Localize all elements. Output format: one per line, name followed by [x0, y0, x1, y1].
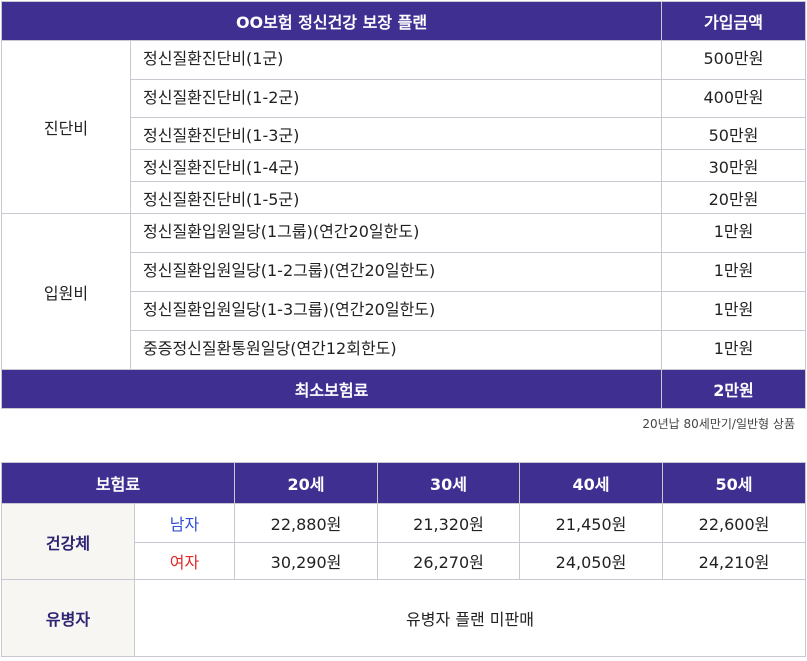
coverage-item: 정신질환진단비(1-2군): [130, 79, 662, 118]
sick-plan-not-sold: 유병자 플랜 미판매: [133, 579, 807, 657]
coverage-amount: 1만원: [661, 252, 806, 292]
female-premium: 24,210원: [662, 542, 807, 580]
coverage-item: 정신질환진단비(1-4군): [130, 149, 662, 182]
coverage-amount: 30만원: [661, 149, 806, 182]
coverage-item: 정신질환진단비(1-3군): [130, 117, 662, 150]
age-header: 30세: [377, 462, 521, 504]
coverage-item: 정신질환입원일당(1-3그룹)(연간20일한도): [130, 291, 662, 331]
coverage-amount: 1만원: [661, 291, 806, 331]
category-diagnosis: 진단비: [1, 40, 131, 214]
coverage-amount: 20만원: [661, 181, 806, 214]
premium-header-label: 보험료: [0, 462, 236, 504]
coverage-amount: 500만원: [661, 40, 806, 80]
coverage-item: 정신질환진단비(1군): [130, 40, 662, 80]
female-label: 여자: [133, 542, 236, 580]
healthy-label: 건강체: [1, 503, 135, 580]
coverage-amount: 1만원: [661, 330, 806, 370]
coverage-item: 정신질환입원일당(1-2그룹)(연간20일한도): [130, 252, 662, 292]
coverage-item: 정신질환입원일당(1그룹)(연간20일한도): [130, 213, 662, 253]
coverage-amount: 1만원: [661, 213, 806, 253]
sick-label: 유병자: [1, 579, 135, 657]
female-premium: 30,290원: [234, 542, 379, 580]
age-header: 20세: [234, 462, 379, 504]
coverage-amount: 400만원: [661, 79, 806, 118]
coverage-plan-table: OO보험 정신건강 보장 플랜 가입금액 진단비 정신질환진단비(1군) 500…: [1, 1, 806, 409]
male-premium: 22,600원: [662, 503, 807, 543]
age-header: 40세: [519, 462, 664, 504]
age-header: 50세: [662, 462, 807, 504]
minimum-premium-amount: 2만원: [661, 369, 806, 409]
female-premium: 24,050원: [519, 542, 664, 580]
male-premium: 21,320원: [377, 503, 521, 543]
coverage-item: 정신질환진단비(1-5군): [130, 181, 662, 214]
plan-header-amount: 가입금액: [661, 1, 806, 41]
coverage-amount: 50만원: [661, 117, 806, 150]
product-note: 20년납 80세만기/일반형 상품: [642, 417, 795, 431]
category-hospitalization: 입원비: [1, 213, 131, 370]
male-premium: 22,880원: [234, 503, 379, 543]
coverage-item: 중증정신질환통원일당(연간12회한도): [130, 330, 662, 370]
female-premium: 26,270원: [377, 542, 521, 580]
plan-header-title: OO보험 정신건강 보장 플랜: [1, 1, 662, 41]
male-label: 남자: [133, 503, 236, 543]
minimum-premium-label: 최소보험료: [1, 369, 662, 409]
male-premium: 21,450원: [519, 503, 664, 543]
premium-table: 보험료 20세 30세 40세 50세 건강체 남자 22,880원 21,32…: [0, 462, 807, 657]
